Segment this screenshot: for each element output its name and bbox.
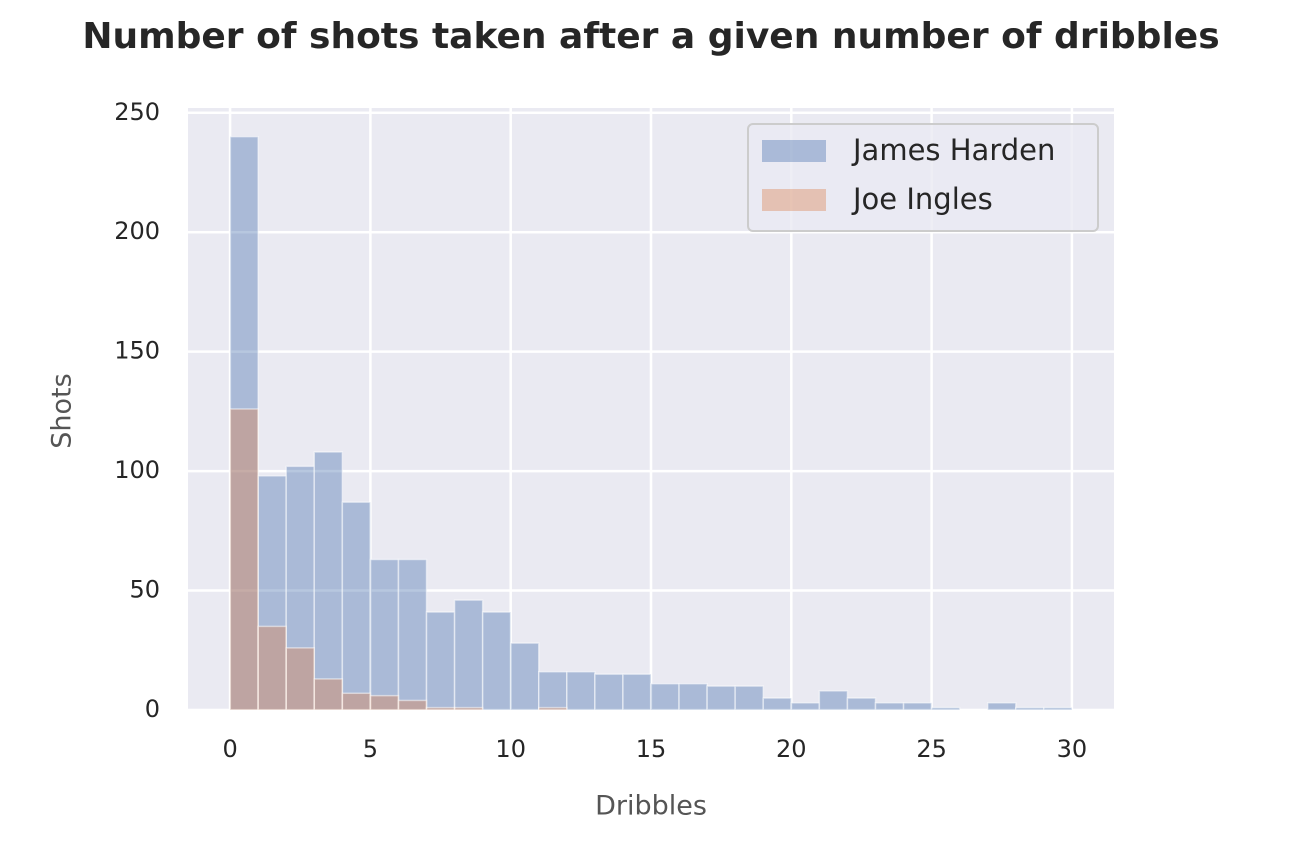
- bar: [1015, 706, 1045, 711]
- bar: [397, 699, 428, 711]
- y-tick-label: 100: [114, 456, 160, 484]
- bar: [285, 647, 316, 711]
- bar: [509, 642, 540, 711]
- legend-label: Joe Ingles: [851, 182, 993, 216]
- bar: [818, 690, 849, 711]
- bar: [874, 702, 905, 711]
- bar: [846, 697, 877, 711]
- bar: [902, 702, 933, 711]
- y-tick-label: 50: [129, 576, 160, 604]
- bar: [257, 625, 287, 711]
- x-tick-label: 15: [636, 735, 667, 763]
- x-tick-label: 5: [363, 735, 378, 763]
- legend-label: James Harden: [851, 133, 1055, 167]
- bar: [369, 694, 400, 711]
- bar: [1043, 706, 1073, 711]
- y-tick-label: 150: [114, 337, 160, 365]
- chart-title: Number of shots taken after a given numb…: [82, 16, 1219, 57]
- bar: [538, 671, 568, 711]
- x-tick-label: 30: [1057, 735, 1088, 763]
- bar: [397, 558, 428, 711]
- bar: [986, 702, 1017, 711]
- bar: [566, 671, 596, 711]
- legend-swatch: [762, 189, 826, 211]
- bar: [425, 706, 456, 711]
- bar: [229, 408, 259, 711]
- bar: [313, 451, 344, 711]
- bar: [790, 702, 821, 711]
- y-tick-label: 0: [145, 695, 160, 723]
- bar: [453, 599, 484, 711]
- bar: [706, 685, 736, 711]
- x-tick-label: 20: [776, 735, 807, 763]
- y-tick-label: 250: [114, 98, 160, 126]
- legend-swatch: [762, 140, 826, 162]
- y-tick-label: 200: [114, 217, 160, 245]
- bar: [453, 706, 484, 711]
- bar: [734, 685, 764, 711]
- bar: [622, 673, 652, 711]
- legend-box: [747, 123, 1099, 232]
- bar: [762, 697, 793, 711]
- bar: [369, 558, 400, 711]
- bar: [538, 706, 568, 711]
- bar: [650, 682, 680, 711]
- x-tick-label: 25: [916, 735, 947, 763]
- x-tick-label: 10: [495, 735, 526, 763]
- bar: [481, 611, 512, 711]
- bar: [313, 678, 344, 711]
- bar: [930, 706, 961, 711]
- bar: [425, 611, 456, 711]
- bar: [594, 673, 624, 711]
- bar: [341, 501, 372, 711]
- bar: [341, 692, 372, 711]
- x-tick-label: 0: [222, 735, 237, 763]
- bar: [678, 682, 708, 711]
- x-axis-label: Dribbles: [595, 791, 707, 822]
- y-axis-label: Shots: [47, 373, 78, 448]
